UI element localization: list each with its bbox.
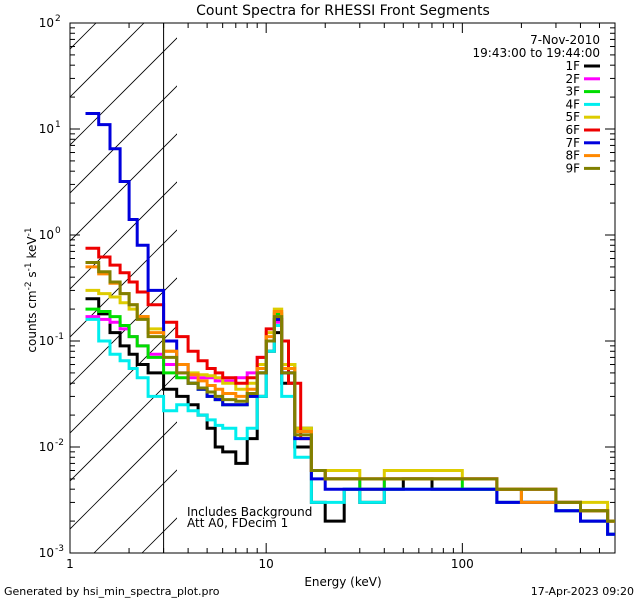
y-tick-label: 10	[39, 440, 54, 454]
y-tick-exponent: -3	[55, 544, 64, 554]
y-label-base: counts cm	[25, 290, 39, 352]
y-label-end: keV	[25, 236, 39, 263]
x-axis-label: Energy (keV)	[304, 575, 381, 589]
y-label-exp2: -1	[24, 262, 34, 271]
hatch-line	[70, 181, 177, 290]
annotation-attenuator: Att A0, FDecim 1	[187, 516, 288, 530]
legend-label: 3F	[565, 85, 580, 99]
series-line-9F	[85, 261, 615, 523]
annotation-background: Includes Background	[187, 505, 312, 519]
hatch-line	[70, 325, 177, 434]
x-tick-labels: 1 10 100	[66, 557, 474, 571]
hatch-line	[70, 133, 177, 242]
plot-frame	[69, 22, 616, 554]
y-label-mid: s	[25, 271, 39, 281]
hatch-line	[70, 23, 97, 50]
hatch-line	[70, 421, 177, 530]
y-axis-label: counts cm-2 s-1 keV-1	[24, 227, 39, 352]
x-tick-label: 1	[66, 557, 74, 571]
y-tick-label: 10	[39, 228, 54, 242]
hatch-line	[70, 373, 177, 482]
excluded-energy-region	[70, 23, 177, 553]
y-tick-exponent: 1	[55, 120, 61, 130]
legend-label: 8F	[565, 149, 580, 163]
hatch-line	[70, 37, 177, 146]
y-label-exp1: -2	[24, 281, 34, 290]
y-tick-label: 10	[39, 122, 54, 136]
legend-label: 6F	[565, 123, 580, 137]
y-label-exp3: -1	[24, 227, 34, 236]
hatch-line	[70, 23, 145, 98]
y-tick-exponent: 2	[55, 14, 61, 24]
legend-label: 2F	[565, 72, 580, 86]
legend-time-range: 19:43:00 to 19:44:00	[473, 46, 600, 60]
x-tick-label: 100	[451, 557, 474, 571]
footer-generated-by: Generated by hsi_min_spectra_plot.pro	[4, 585, 220, 598]
x-tick-label: 10	[259, 557, 274, 571]
legend-label: 1F	[565, 59, 580, 73]
legend-date: 7-Nov-2010	[530, 33, 600, 47]
legend-label: 7F	[565, 136, 580, 150]
y-tick-label: 10	[39, 16, 54, 30]
footer-timestamp: 17-Apr-2023 09:20	[531, 585, 634, 598]
hatch-line	[70, 85, 177, 194]
chart-title: Count Spectra for RHESSI Front Segments	[196, 3, 490, 19]
series-group	[85, 112, 615, 536]
series-line-7F	[85, 112, 615, 536]
y-tick-exponent: -2	[55, 438, 64, 448]
legend-label: 5F	[565, 110, 580, 124]
axis-ticks	[69, 22, 616, 554]
legend-label: 9F	[565, 161, 580, 175]
y-tick-exponent: -1	[55, 332, 64, 342]
legend-label: 4F	[565, 97, 580, 111]
hatch-line	[70, 277, 177, 386]
y-tick-exponent: 0	[55, 226, 61, 236]
y-tick-label: 10	[39, 334, 54, 348]
y-tick-label: 10	[39, 546, 54, 560]
